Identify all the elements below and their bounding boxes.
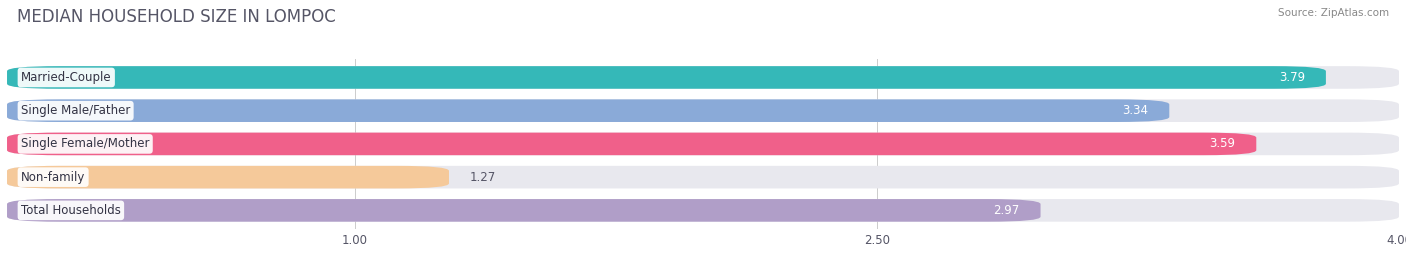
Text: 3.34: 3.34 [1122,104,1149,117]
Text: 3.79: 3.79 [1279,71,1305,84]
FancyBboxPatch shape [7,99,1399,122]
FancyBboxPatch shape [7,99,1170,122]
FancyBboxPatch shape [7,199,1399,222]
FancyBboxPatch shape [7,199,1040,222]
Text: Total Households: Total Households [21,204,121,217]
FancyBboxPatch shape [7,166,1399,189]
FancyBboxPatch shape [7,66,1326,89]
Text: Married-Couple: Married-Couple [21,71,111,84]
FancyBboxPatch shape [7,133,1399,155]
Text: Single Female/Mother: Single Female/Mother [21,137,149,150]
FancyBboxPatch shape [7,166,449,189]
FancyBboxPatch shape [7,133,1257,155]
Text: Non-family: Non-family [21,171,86,184]
Text: 1.27: 1.27 [470,171,496,184]
Text: 2.97: 2.97 [994,204,1019,217]
Text: Source: ZipAtlas.com: Source: ZipAtlas.com [1278,8,1389,18]
FancyBboxPatch shape [7,66,1399,89]
Text: Single Male/Father: Single Male/Father [21,104,131,117]
Text: 3.59: 3.59 [1209,137,1236,150]
Text: MEDIAN HOUSEHOLD SIZE IN LOMPOC: MEDIAN HOUSEHOLD SIZE IN LOMPOC [17,8,336,26]
